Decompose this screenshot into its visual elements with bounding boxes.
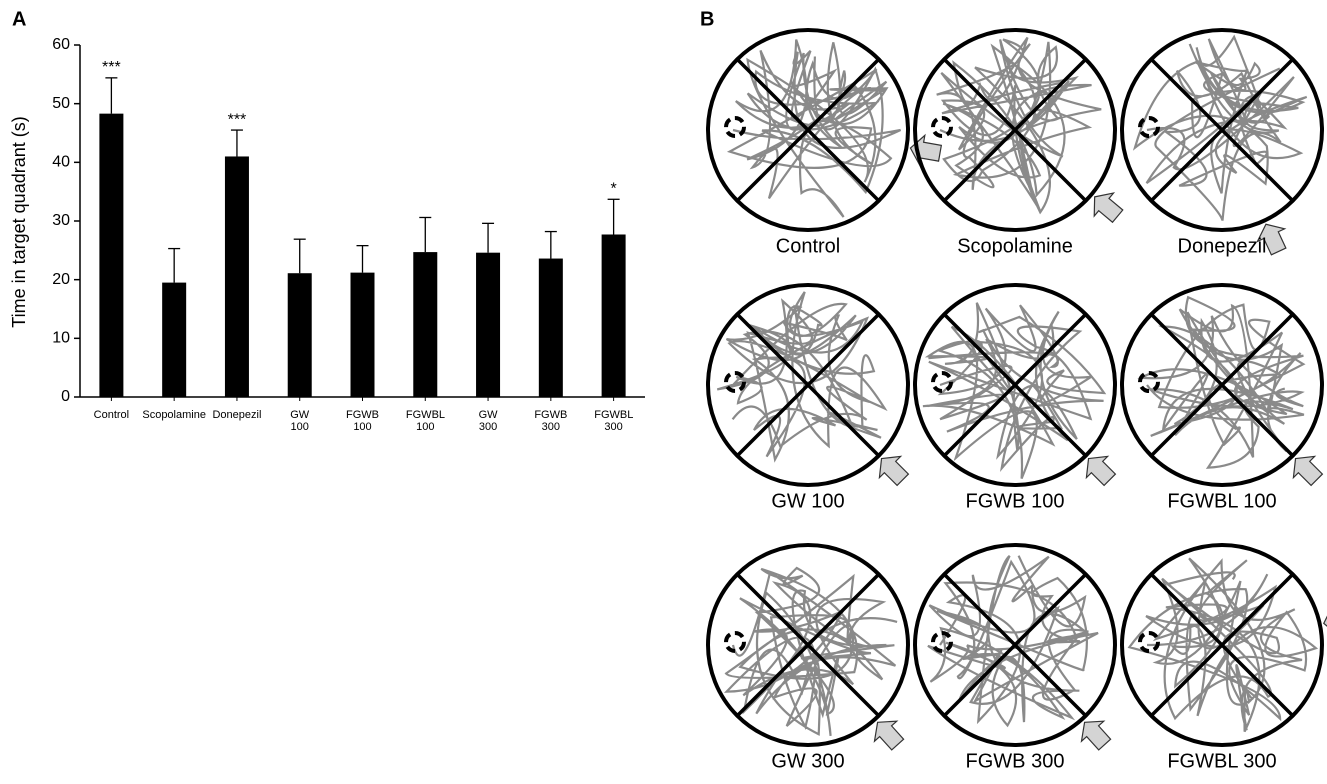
y-tick-label: 40 — [52, 154, 70, 171]
platform — [931, 116, 953, 138]
arrow-shape — [1085, 455, 1117, 487]
start-arrow — [1080, 720, 1112, 751]
x-tick-label: FGWBL 300 — [594, 409, 634, 433]
platform — [724, 371, 746, 393]
quadrant-line — [1148, 56, 1296, 204]
bar — [162, 282, 187, 397]
quadrant-line — [941, 56, 1089, 204]
start-arrow — [873, 720, 905, 751]
bar — [99, 113, 124, 397]
caption: Scopolamine — [957, 235, 1073, 257]
pool-wall — [1120, 28, 1324, 232]
caption: Donepezil — [1178, 235, 1267, 257]
y-tick-label: 10 — [52, 330, 70, 347]
bar — [287, 273, 312, 397]
pool-wall — [1120, 283, 1324, 487]
platform — [931, 631, 953, 653]
caption: FGWB 100 — [966, 490, 1065, 512]
x-tick-label: GW 300 — [478, 409, 498, 433]
y-tick-label: 0 — [61, 388, 70, 405]
swim-path — [927, 555, 1099, 728]
arrow-shape — [1292, 455, 1324, 487]
arrow-shape — [1256, 223, 1287, 256]
bar — [538, 258, 563, 397]
start-arrow — [1256, 223, 1287, 256]
caption: Control — [776, 235, 840, 257]
start-arrow — [1093, 192, 1124, 224]
significance-label: *** — [102, 59, 121, 76]
significance-label: * — [610, 181, 616, 198]
x-tick-label: Scopolamine — [142, 409, 206, 421]
platform — [724, 116, 746, 138]
caption: FGWBL 100 — [1167, 490, 1276, 512]
arrow-shape — [1093, 192, 1124, 224]
panel-label: B — [700, 8, 714, 30]
pool — [927, 555, 1099, 728]
pool-wall — [913, 28, 1117, 232]
start-arrow — [1085, 455, 1117, 487]
bar — [601, 234, 626, 397]
x-tick-label: FGWB 100 — [346, 409, 379, 433]
quadrant-line — [1148, 571, 1296, 719]
caption: GW 100 — [771, 490, 844, 512]
pool-wall — [706, 543, 910, 747]
swim-path — [726, 39, 902, 218]
y-tick-label: 30 — [52, 212, 70, 229]
arrow-shape — [909, 133, 943, 167]
bar — [476, 252, 501, 397]
bar — [224, 156, 249, 397]
swim-path — [723, 566, 898, 737]
pool — [726, 39, 902, 218]
pool-wall — [706, 28, 910, 232]
quadrant-line — [734, 311, 882, 459]
panel-label: A — [12, 8, 26, 30]
swim-path — [1137, 295, 1306, 469]
quadrant-line — [941, 311, 1089, 459]
platform — [724, 631, 746, 653]
significance-label: *** — [228, 111, 247, 128]
y-axis-label: Time in target quadrant (s) — [9, 116, 29, 327]
start-arrow — [1292, 455, 1324, 487]
pool — [716, 291, 888, 463]
swim-path — [716, 291, 888, 463]
quadrant-line — [1148, 311, 1296, 459]
x-tick-label: FGWBL 100 — [405, 409, 446, 433]
platform — [931, 371, 953, 393]
x-tick-label: Donepezil — [212, 409, 262, 421]
pool — [1137, 295, 1306, 469]
quadrant-line — [734, 571, 882, 719]
platform — [1138, 631, 1160, 653]
pool-wall — [1120, 543, 1324, 747]
quadrant-line — [941, 571, 1089, 719]
caption: FGWBL 300 — [1167, 750, 1276, 772]
y-tick-label: 20 — [52, 271, 70, 288]
bar — [413, 252, 438, 397]
x-tick-label: Control — [93, 409, 130, 421]
swim-path — [1127, 557, 1319, 733]
pool-wall — [913, 283, 1117, 487]
pool-wall — [913, 543, 1117, 747]
start-arrow — [878, 455, 910, 487]
arrow-shape — [873, 720, 905, 751]
pool — [1127, 557, 1319, 733]
arrow-shape — [878, 455, 910, 487]
y-tick-label: 60 — [52, 36, 70, 53]
start-arrow — [909, 133, 943, 167]
x-tick-label: FGWB 300 — [534, 409, 568, 433]
pool-wall — [706, 283, 910, 487]
caption: FGWB 300 — [966, 750, 1065, 772]
pool — [723, 566, 898, 737]
platform — [1138, 371, 1160, 393]
y-tick-label: 50 — [52, 95, 70, 112]
caption: GW 300 — [771, 750, 844, 772]
arrow-shape — [1080, 720, 1112, 751]
platform — [1138, 116, 1160, 138]
x-tick-label: GW 100 — [290, 409, 310, 433]
bar — [350, 272, 375, 397]
quadrant-line — [734, 56, 882, 204]
